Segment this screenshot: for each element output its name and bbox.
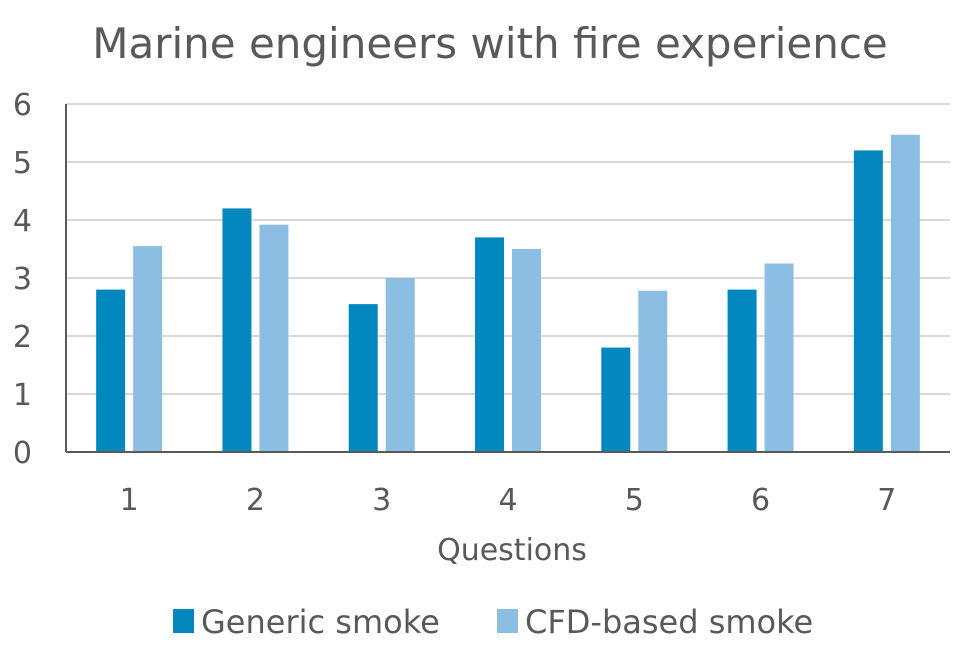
bar-cfd-q7 — [890, 134, 920, 453]
bar-generic-q1 — [96, 289, 126, 452]
bar-cfd-q2 — [259, 224, 289, 452]
bar-cfd-q5 — [638, 290, 668, 452]
y-tick-label: 5 — [13, 146, 32, 181]
bar-generic-q5 — [601, 347, 631, 452]
x-tick-label: 2 — [246, 483, 265, 518]
x-tick-label: 1 — [120, 483, 139, 518]
legend-swatch-generic — [173, 609, 194, 633]
bar-cfd-q1 — [133, 246, 163, 452]
legend-swatch-cfd — [497, 609, 518, 633]
bars — [96, 134, 920, 453]
legend: Generic smoke CFD-based smoke — [173, 603, 813, 641]
y-tick-label: 1 — [13, 378, 32, 413]
legend-label-generic: Generic smoke — [201, 603, 440, 641]
x-tick-label: 4 — [498, 483, 517, 518]
legend-label-cfd: CFD-based smoke — [525, 603, 813, 641]
bar-generic-q7 — [853, 150, 883, 452]
bar-generic-q6 — [727, 289, 757, 452]
x-axis-ticks: 1 2 3 4 5 6 7 — [120, 483, 897, 518]
bar-cfd-q3 — [385, 278, 415, 452]
y-tick-label: 0 — [13, 436, 32, 471]
x-tick-label: 6 — [751, 483, 770, 518]
x-axis-title: Questions — [437, 533, 587, 568]
bar-cfd-q6 — [764, 263, 794, 452]
bar-generic-q2 — [222, 208, 252, 452]
y-tick-label: 2 — [13, 320, 32, 355]
x-tick-label: 5 — [625, 483, 644, 518]
y-axis-ticks: 0 1 2 3 4 5 6 — [13, 88, 32, 471]
y-tick-label: 6 — [13, 88, 32, 123]
chart-title: Marine engineers with fire experience — [92, 19, 888, 68]
bar-generic-q4 — [475, 237, 504, 452]
bar-cfd-q4 — [512, 249, 541, 452]
gridlines — [66, 103, 950, 395]
x-tick-label: 7 — [877, 483, 896, 518]
y-tick-label: 3 — [13, 262, 32, 297]
bar-generic-q3 — [348, 304, 378, 452]
y-tick-label: 4 — [13, 204, 32, 239]
x-tick-label: 3 — [372, 483, 391, 518]
